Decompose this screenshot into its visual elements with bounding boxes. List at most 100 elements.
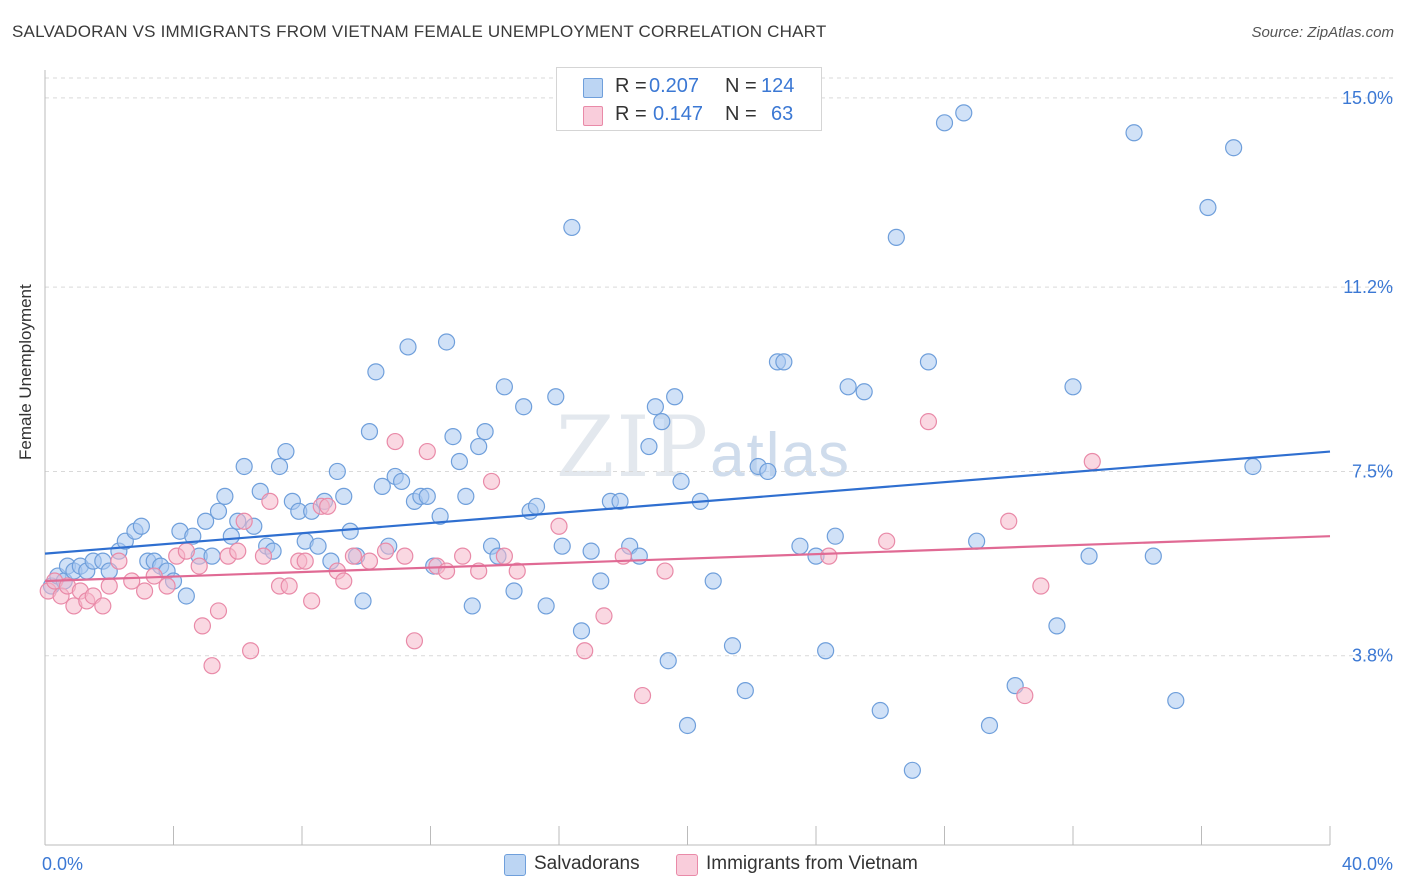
salvadoran-point	[277, 442, 295, 461]
salvadoran-point	[463, 597, 481, 615]
vietnam-point	[1032, 577, 1050, 595]
vietnam-point	[595, 607, 613, 625]
x-tick-label: 0.0%	[42, 854, 83, 874]
salvadoran-point	[955, 104, 973, 122]
salvadoran-point	[444, 427, 462, 446]
salvadoran-point	[197, 512, 215, 530]
y-tick-label: 7.5%	[1352, 461, 1393, 481]
vietnam-point	[508, 562, 526, 580]
salvadoran-point	[678, 716, 697, 735]
vietnam-point	[94, 597, 112, 615]
vietnam-point	[190, 557, 208, 575]
salvadoran-point	[184, 527, 202, 545]
y-tick-label: 15.0%	[1342, 88, 1393, 108]
vietnam-point	[437, 562, 456, 580]
vietnam-point	[576, 642, 594, 660]
vietnam-point	[360, 552, 379, 570]
salvadoran-point	[270, 457, 289, 476]
salvadoran-point	[1144, 547, 1162, 565]
salvadoran-point	[935, 114, 954, 132]
salvadoran-point	[495, 378, 513, 396]
r-value: 0.147	[653, 103, 704, 125]
salvadoran-point	[791, 537, 809, 555]
n-label: N =	[725, 103, 757, 125]
salvadoran-point	[775, 353, 793, 371]
salvadoran-point	[855, 383, 873, 401]
salvadorans-legend-label: Salvadorans	[534, 853, 640, 874]
vietnam-point	[482, 472, 501, 491]
n-value: 124	[761, 75, 795, 97]
salvadoran-point	[553, 537, 571, 555]
salvadoran-point	[476, 423, 494, 441]
salvadoran-point	[235, 457, 253, 476]
salvadoran-point	[611, 492, 629, 510]
salvadoran-point	[547, 388, 565, 406]
y-tick-label: 3.8%	[1352, 646, 1393, 666]
salvadoran-point	[515, 398, 533, 416]
salvadoran-point	[373, 477, 391, 496]
vietnam-point	[376, 542, 395, 560]
salvadorans-legend-swatch	[504, 854, 526, 876]
salvadoran-point	[450, 452, 469, 471]
salvadoran-point	[871, 701, 889, 720]
vietnam-point	[203, 657, 221, 675]
salvadoran-point	[222, 527, 240, 545]
vietnam-point	[242, 642, 260, 660]
vietnam-point	[254, 547, 273, 565]
salvadoran-point	[328, 462, 346, 481]
salvadoran-point	[1225, 139, 1243, 157]
vietnam-point	[878, 532, 896, 550]
salvadoran-point	[572, 622, 591, 640]
vietnam-point	[550, 517, 568, 535]
salvadoran-point	[736, 682, 754, 700]
vietnam-point	[229, 542, 247, 560]
source-label: Source: ZipAtlas.com	[1251, 24, 1394, 41]
salvadoran-point	[216, 487, 234, 505]
salvadoran-point	[646, 398, 664, 416]
vietnam-point	[1000, 512, 1018, 530]
salvadoran-point	[360, 423, 379, 441]
salvadoran-point	[335, 487, 353, 505]
salvadoran-point	[457, 487, 475, 505]
vietnam-point	[303, 592, 321, 610]
salvadoran-point	[1199, 198, 1217, 217]
salvadoran-point	[399, 338, 417, 356]
r-label: R =	[615, 103, 647, 125]
vietnam-swatch	[583, 106, 603, 126]
salvadoran-point	[582, 542, 600, 560]
vietnam-point	[100, 577, 118, 595]
vietnam-point	[110, 552, 128, 570]
legend-row-vietnam: R = 0.147 N = 63	[557, 100, 821, 128]
vietnam-point	[280, 577, 298, 595]
r-value: 0.207	[649, 75, 700, 97]
vietnam-point	[319, 497, 337, 515]
salvadoran-point	[354, 592, 372, 610]
y-axis-title: Female Unemployment	[16, 284, 35, 460]
vietnam-point	[405, 632, 424, 650]
salvadoran-point	[437, 333, 456, 351]
vietnam-point	[454, 547, 472, 565]
vietnam-point	[386, 432, 404, 451]
salvadoran-point	[505, 582, 523, 600]
salvadoran-point	[563, 218, 581, 237]
salvadoran-point	[431, 507, 449, 525]
vietnam-legend-label: Immigrants from Vietnam	[706, 853, 918, 874]
vietnam-point	[193, 617, 212, 635]
vietnam-point	[1083, 452, 1101, 471]
salvadoran-point	[653, 413, 671, 431]
x-tick-label: 40.0%	[1342, 854, 1393, 874]
salvadoran-point	[672, 472, 690, 491]
salvadoran-point	[887, 228, 905, 246]
vietnam-point	[135, 582, 154, 600]
r-label: R =	[615, 75, 647, 97]
salvadoran-point	[630, 547, 648, 565]
salvadoran-point	[1080, 547, 1098, 565]
watermark-atlas: atlas	[710, 421, 852, 490]
salvadoran-point	[527, 497, 546, 515]
vietnam-point	[209, 602, 228, 620]
salvadoran-point	[209, 502, 228, 520]
salvadoran-point	[659, 652, 677, 670]
vietnam-point	[820, 547, 838, 565]
vietnam-point	[656, 562, 674, 580]
legend-row-salvadorans: R = 0.207 N = 124	[557, 72, 821, 100]
